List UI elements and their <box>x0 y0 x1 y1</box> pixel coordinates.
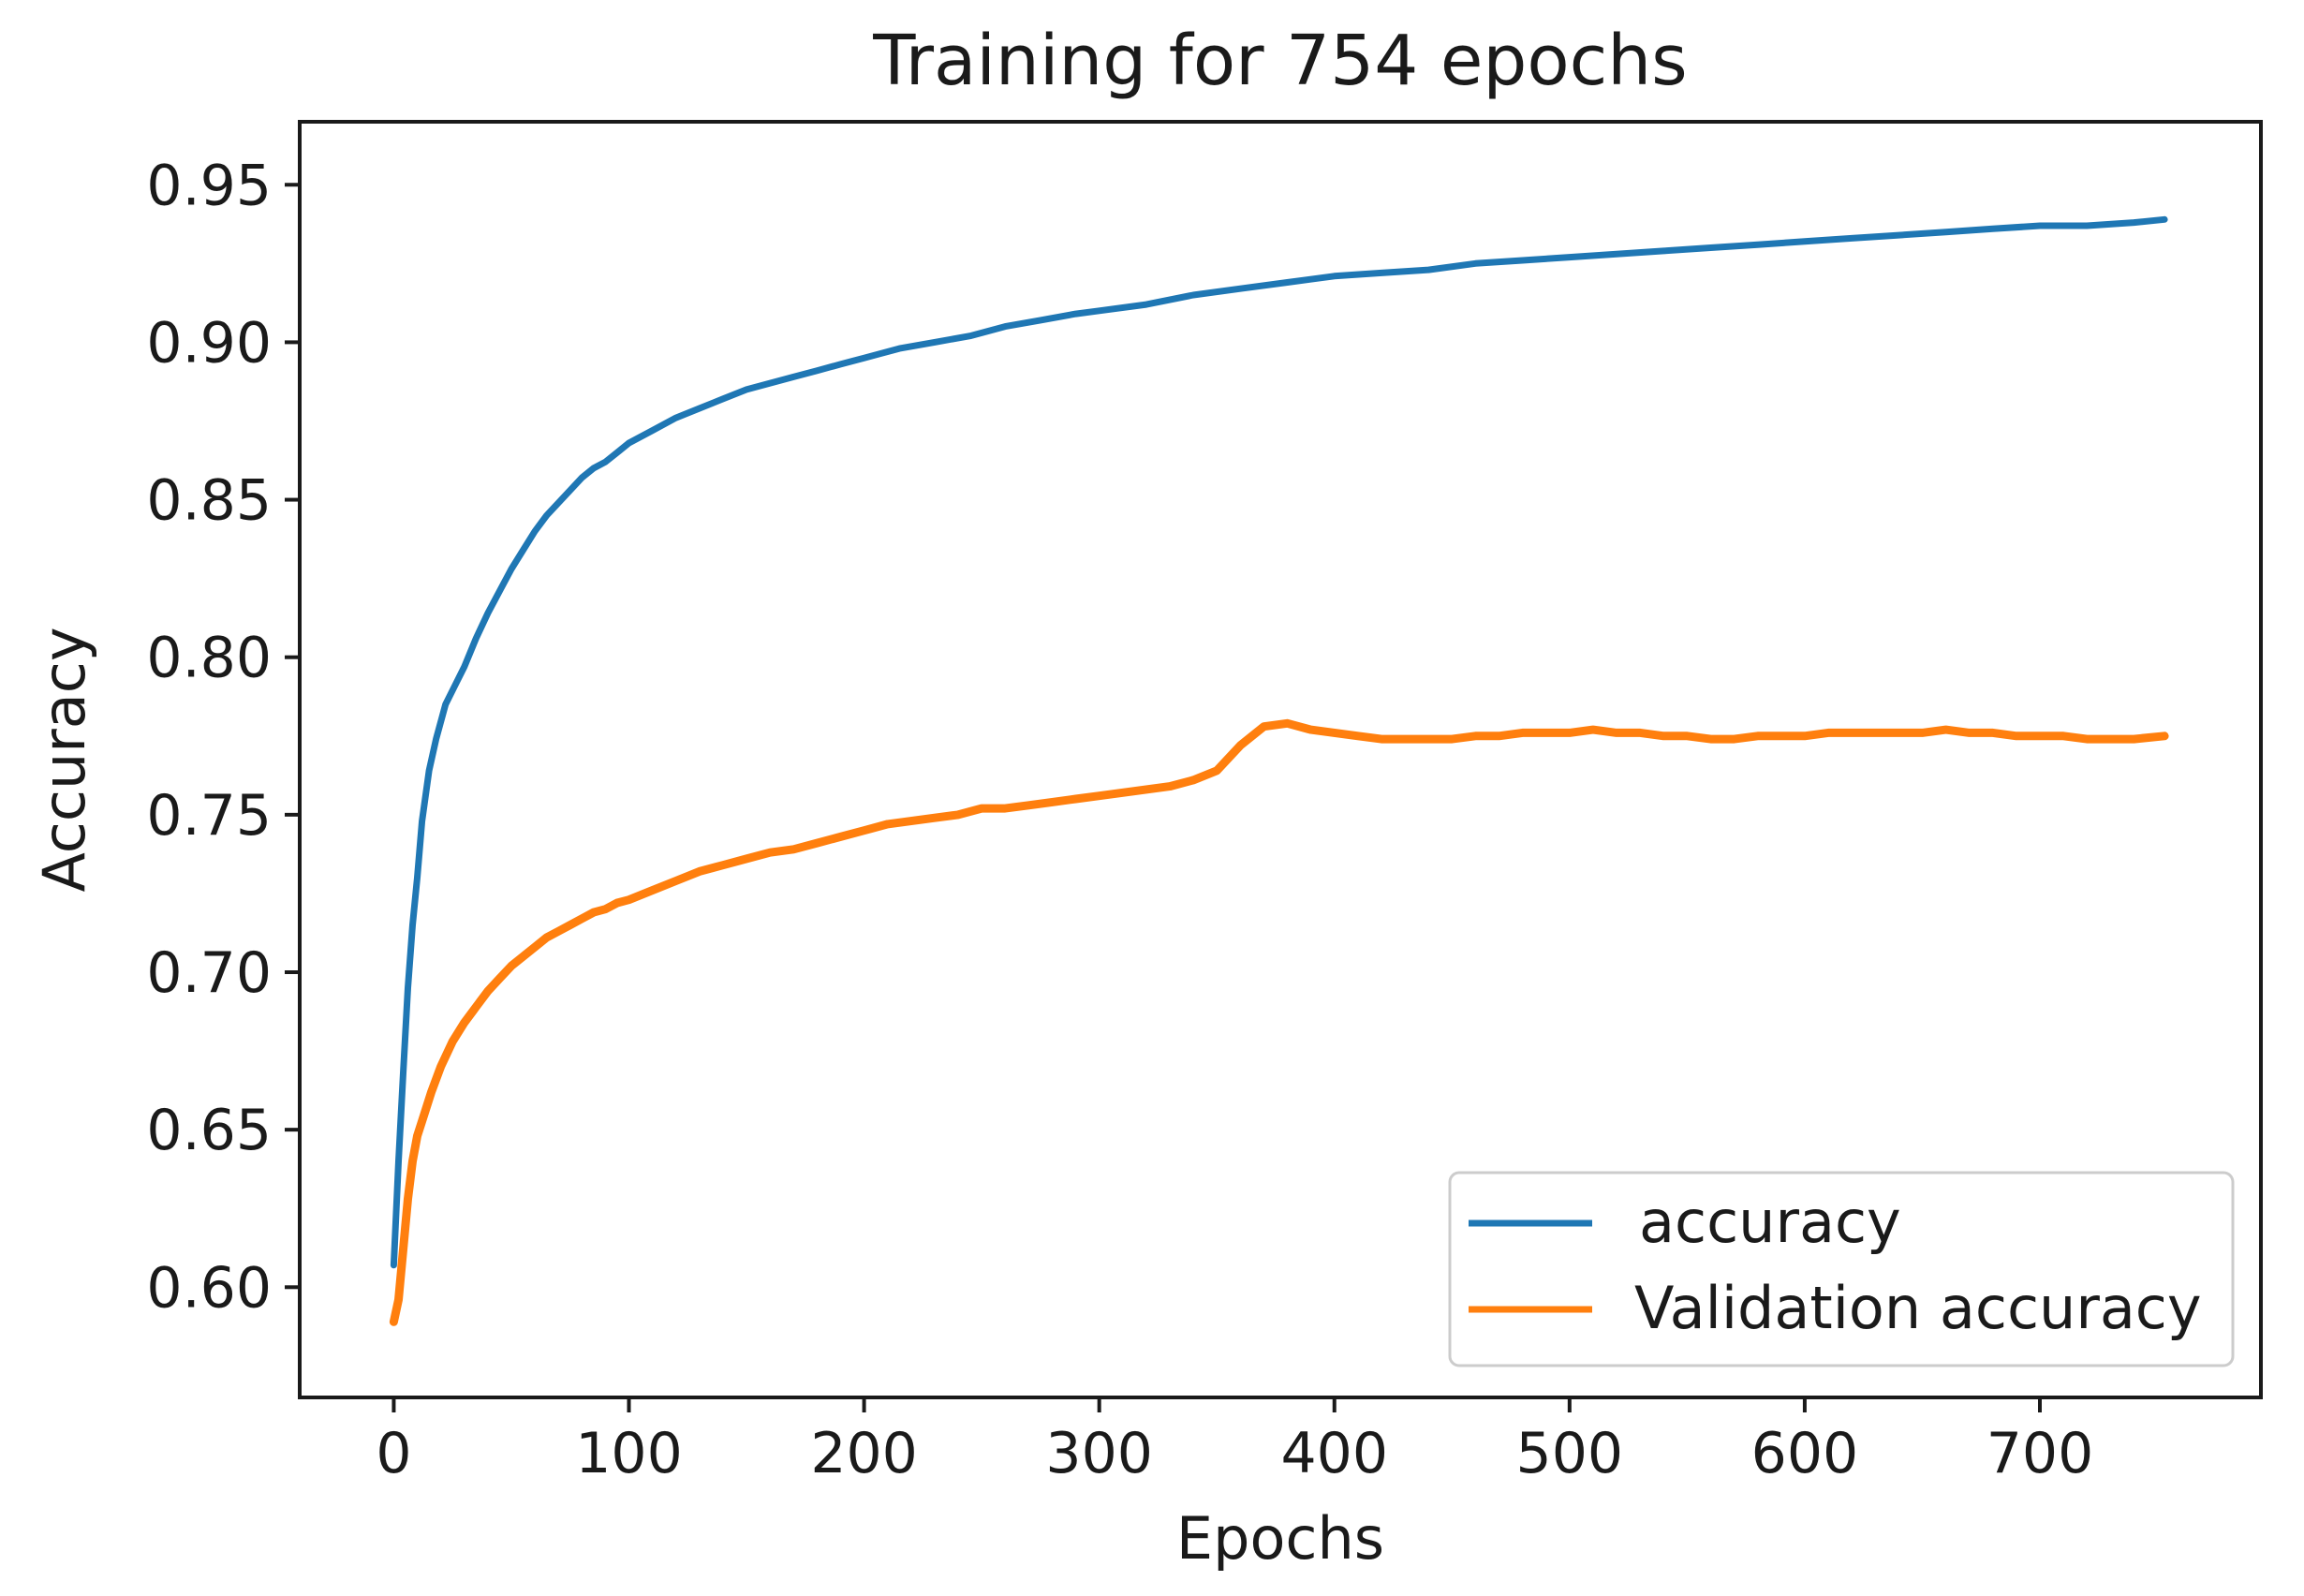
x-tick-label: 700 <box>1986 1421 2094 1486</box>
y-axis-label: Accuracy <box>30 627 98 892</box>
y-tick-label: 0.60 <box>146 1255 272 1321</box>
x-axis: 0 100 200 300 400 500 600 700 <box>376 1397 2093 1486</box>
legend-label-accuracy: accuracy <box>1639 1188 1901 1256</box>
x-tick-label: 0 <box>376 1421 411 1486</box>
plot-frame <box>298 120 2263 1399</box>
x-tick-label: 100 <box>575 1421 683 1486</box>
x-axis-label: Epochs <box>1176 1504 1384 1573</box>
x-tick-label: 200 <box>810 1421 918 1486</box>
legend-label-validation: Validation accuracy <box>1634 1274 2202 1342</box>
series-line-accuracy <box>390 215 2168 1269</box>
y-tick-label: 0.70 <box>146 940 272 1006</box>
series-layer <box>389 215 2169 1326</box>
x-tick-label: 400 <box>1280 1421 1388 1486</box>
y-tick-label: 0.95 <box>146 153 272 218</box>
x-tick-label: 600 <box>1751 1421 1859 1486</box>
chart-title: Training for 754 epochs <box>872 21 1687 101</box>
y-tick-label: 0.65 <box>146 1098 272 1163</box>
x-tick-label: 500 <box>1516 1421 1624 1486</box>
legend-box <box>1448 1171 2235 1367</box>
series-line-validation-accuracy <box>389 718 2169 1326</box>
x-tick-label: 300 <box>1045 1421 1153 1486</box>
y-axis: 0.60 0.65 0.70 0.75 0.80 0.85 0.90 0.95 <box>146 153 300 1321</box>
y-tick-label: 0.80 <box>146 626 272 691</box>
y-tick-label: 0.75 <box>146 783 272 849</box>
y-tick-label: 0.85 <box>146 468 272 534</box>
y-tick-label: 0.90 <box>146 310 272 376</box>
legend: accuracy Validation accuracy <box>1448 1171 2235 1367</box>
